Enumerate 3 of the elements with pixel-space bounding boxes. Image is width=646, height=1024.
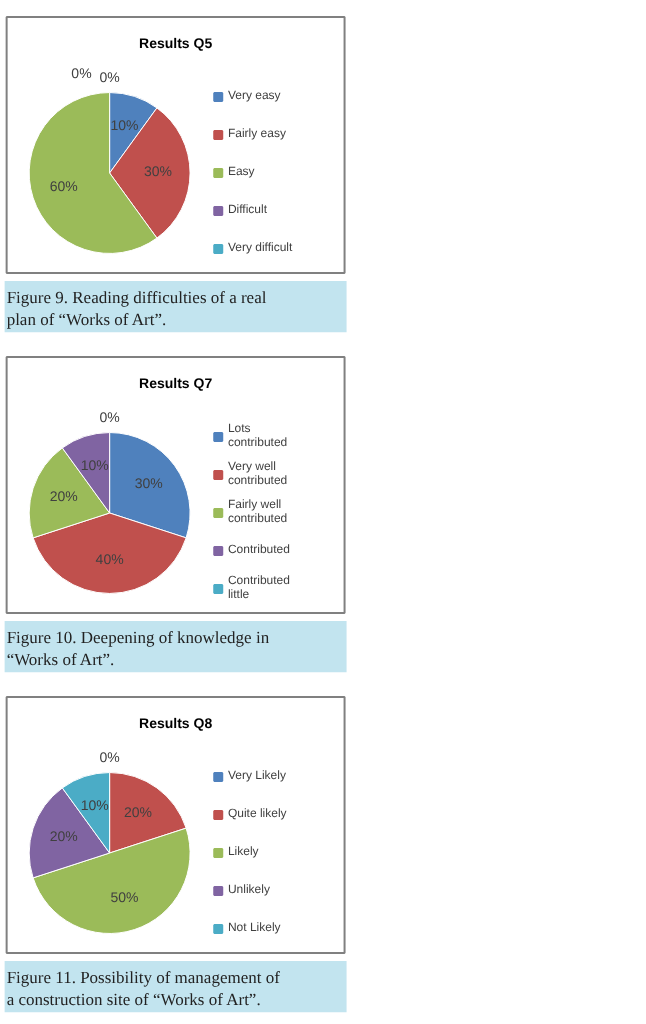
caption: Figure 11. Possibility of management of a construction site of “Works of Art”. [6, 966, 281, 1009]
caption: Figure 9. Reading difficulties of a real plan of “Works of Art”. [6, 286, 268, 329]
caption: Figure 10. Deepening of knowledge in “Works of Art”. [6, 626, 271, 669]
